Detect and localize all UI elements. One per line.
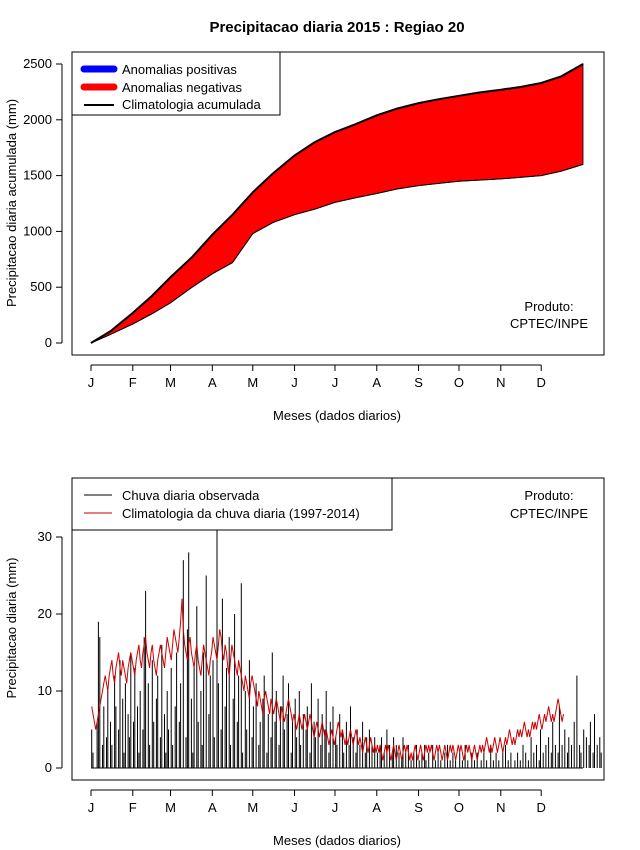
y-tick-label: 0 [45, 335, 52, 350]
y-tick-label: 1500 [23, 168, 52, 183]
bottom-y-axis-label: Precipitacao diaria (mm) [4, 558, 19, 699]
y-tick-label: 20 [38, 606, 52, 621]
legend-positive-label: Anomalias positivas [122, 62, 237, 77]
x-tick-label: D [537, 375, 546, 390]
x-tick-label: J [88, 375, 95, 390]
legend-observed-label: Chuva diaria observada [122, 488, 260, 503]
top-y-axis: 0 500 1000 1500 2000 2500 [23, 56, 63, 350]
bottom-x-axis-label: Meses (dados diarios) [273, 833, 401, 848]
bottom-product-source: CPTEC/INPE [510, 506, 588, 521]
y-tick-label: 500 [30, 279, 52, 294]
x-tick-label: N [496, 800, 505, 815]
x-tick-label: A [208, 800, 217, 815]
bottom-y-axis: 0 10 20 30 [38, 529, 63, 775]
x-tick-label: J [291, 375, 298, 390]
x-tick-label: M [165, 800, 176, 815]
legend-negative-label: Anomalias negativas [122, 80, 242, 95]
x-tick-label: J [332, 800, 339, 815]
x-tick-label: M [165, 375, 176, 390]
climatology-accumulated-line [90, 63, 584, 344]
x-tick-label: J [88, 800, 95, 815]
legend-daily-climatology-label: Climatologia da chuva diaria (1997-2014) [122, 506, 360, 521]
x-tick-label: S [414, 375, 423, 390]
y-tick-label: 10 [38, 683, 52, 698]
x-tick-label: S [414, 800, 423, 815]
y-tick-label: 2500 [23, 56, 52, 71]
top-product-label: Produto: [524, 299, 573, 314]
top-legend: Anomalias positivas Anomalias negativas … [71, 51, 281, 116]
x-tick-label: O [454, 800, 464, 815]
y-tick-label: 0 [45, 760, 52, 775]
x-tick-label: A [372, 375, 381, 390]
top-panel: Precipitacao diaria 2015 : Regiao 20 0 50… [4, 19, 605, 423]
bottom-legend: Chuva diaria observada Climatologia da c… [71, 477, 393, 531]
x-tick-label: J [332, 375, 339, 390]
top-chart-title: Precipitacao diaria 2015 : Regiao 20 [209, 19, 464, 36]
y-tick-label: 30 [38, 529, 52, 544]
top-y-axis-label: Precipitacao diaria acumulada (mm) [4, 99, 19, 307]
x-tick-label: O [454, 375, 464, 390]
x-tick-label: A [208, 375, 217, 390]
y-tick-label: 1000 [23, 223, 52, 238]
bottom-panel: 0 10 20 30 J F M A M J J A S O N D Precipitacao diaria… [4, 477, 605, 848]
x-tick-label: M [247, 375, 258, 390]
top-plot-frame [71, 51, 605, 356]
top-product-source: CPTEC/INPE [510, 316, 588, 331]
legend-climatology-label: Climatologia acumulada [122, 97, 262, 112]
bottom-product-label: Produto: [524, 488, 573, 503]
observed-accumulated-line [90, 163, 584, 344]
bottom-legend-box [71, 477, 393, 531]
daily-rain-bars [91, 529, 602, 769]
y-tick-label: 2000 [23, 112, 52, 127]
x-tick-label: M [247, 800, 258, 815]
daily-climatology-line [91, 598, 564, 761]
top-x-axis-label: Meses (dados diarios) [273, 408, 401, 423]
x-tick-label: N [496, 375, 505, 390]
x-tick-label: F [129, 375, 137, 390]
x-tick-label: F [129, 800, 137, 815]
x-tick-label: J [291, 800, 298, 815]
x-tick-label: D [537, 800, 546, 815]
x-tick-label: A [372, 800, 381, 815]
